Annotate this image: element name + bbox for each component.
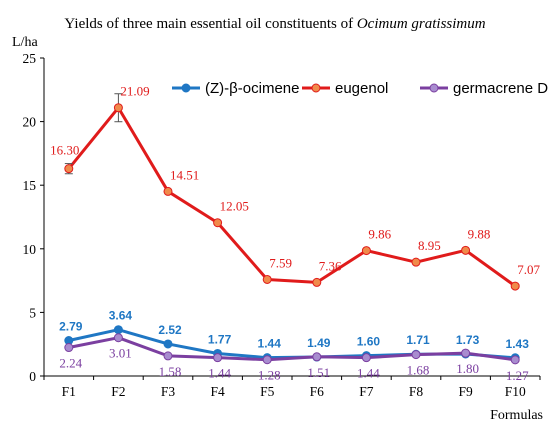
data-point	[262, 355, 272, 365]
data-point	[510, 281, 520, 291]
data-point	[163, 339, 173, 349]
data-point	[113, 333, 123, 343]
series-2	[64, 333, 520, 365]
chart-title: Yields of three main essential oil const…	[64, 16, 485, 32]
data-point	[213, 353, 223, 363]
data-point	[411, 257, 421, 267]
data-point	[361, 246, 371, 256]
data-label: 12.05	[220, 199, 249, 214]
legend-entry: germacrene D	[453, 80, 548, 97]
x-tick-label: F9	[458, 384, 473, 399]
x-tick-label: F10	[505, 384, 526, 399]
data-point	[64, 343, 74, 353]
data-point	[461, 348, 471, 358]
data-label: 7.07	[517, 262, 540, 277]
y-tick-label: 0	[29, 369, 36, 384]
data-label: 2.24	[59, 356, 82, 371]
data-label: 3.01	[109, 346, 132, 361]
data-point	[113, 103, 123, 113]
data-label: 1.28	[258, 368, 281, 383]
x-tick-label: F8	[409, 384, 424, 399]
data-label: 9.86	[368, 227, 391, 242]
data-point	[510, 355, 520, 365]
x-tick-label: F2	[111, 384, 125, 399]
data-label: 1.73	[456, 333, 480, 347]
data-point	[461, 245, 471, 255]
data-point	[163, 186, 173, 196]
data-label: 21.09	[120, 84, 149, 99]
data-label: 1.60	[357, 335, 381, 349]
data-label: 7.59	[269, 255, 292, 270]
y-tick-label: 15	[23, 178, 37, 193]
data-point	[113, 325, 123, 335]
data-label: 1.27	[506, 368, 529, 383]
series-1	[64, 93, 520, 291]
data-label: 3.64	[109, 309, 133, 323]
data-point	[312, 277, 322, 287]
y-tick-label: 25	[23, 51, 37, 66]
y-axis-label: L/ha	[12, 35, 38, 50]
legend: (Z)-β-ocimene eugenol germacrene D	[172, 80, 548, 97]
series-layer	[64, 93, 520, 365]
data-label: 1.51	[307, 365, 330, 380]
x-tick-label: F6	[310, 384, 325, 399]
data-point	[312, 352, 322, 362]
data-label: 1.44	[357, 366, 380, 381]
x-tick-label: F4	[210, 384, 225, 399]
axes: 0 5 10 15 20 25 F1 F2 F3 F4 F5 F6 F7 F8 F9 F10	[23, 51, 541, 399]
data-label: 1.43	[506, 337, 530, 351]
data-point	[213, 218, 223, 228]
series-line	[68, 336, 516, 362]
legend-swatch-marker	[429, 83, 439, 93]
legend-swatch-marker	[311, 83, 321, 93]
data-label: 1.58	[159, 364, 182, 379]
series-line	[67, 106, 517, 288]
x-tick-label: F1	[62, 384, 76, 399]
data-label: 1.44	[208, 366, 231, 381]
data-label: 1.80	[456, 361, 479, 376]
y-tick-label: 10	[23, 242, 37, 257]
data-label: 1.68	[407, 363, 430, 378]
chart-title-italic: Ocimum gratissimum	[357, 16, 486, 32]
data-label: 2.79	[59, 320, 83, 334]
y-tick-label: 5	[29, 305, 36, 320]
data-label: 14.51	[170, 167, 199, 182]
data-point	[64, 164, 74, 174]
data-point	[411, 350, 421, 360]
data-labels: 2.79 3.64 2.52 1.77 1.44 1.49 1.60 1.71 1.73 1.43…	[50, 84, 540, 383]
data-point	[361, 353, 371, 363]
data-label: 1.49	[307, 336, 331, 350]
data-label: 8.95	[418, 238, 441, 253]
x-tick-label: F3	[161, 384, 176, 399]
data-point	[163, 351, 173, 361]
data-point	[262, 274, 272, 284]
data-label: 16.30	[50, 143, 79, 158]
legend-entry: eugenol	[335, 80, 388, 97]
x-tick-label: F5	[260, 384, 275, 399]
data-label: 9.88	[468, 226, 491, 241]
data-label: 1.71	[406, 333, 430, 347]
legend-entry: (Z)-β-ocimene	[205, 80, 299, 97]
y-tick-label: 20	[23, 115, 37, 130]
data-label: 1.44	[258, 337, 282, 351]
data-label: 1.77	[208, 332, 232, 346]
data-label: 7.36	[319, 258, 342, 273]
x-axis-label: Formulas	[490, 408, 543, 423]
legend-swatch-marker	[181, 83, 191, 93]
chart-title-plain: Yields of three main essential oil const…	[64, 16, 356, 32]
data-label: 2.52	[158, 323, 182, 337]
x-tick-label: F7	[359, 384, 374, 399]
